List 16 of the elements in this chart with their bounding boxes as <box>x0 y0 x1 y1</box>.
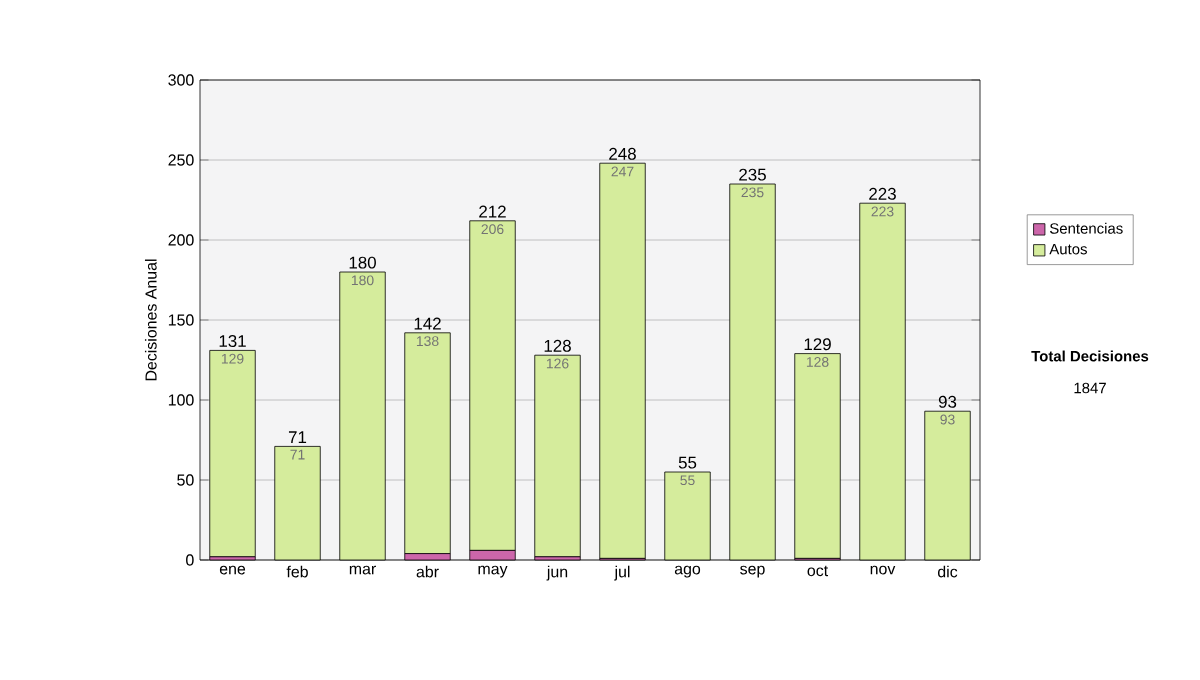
bar <box>534 354 581 558</box>
total-label: 180 <box>349 256 376 269</box>
total-label: 223 <box>869 187 896 200</box>
total-label: 71 <box>288 431 307 444</box>
bar <box>404 332 451 554</box>
total-label: 142 <box>414 317 441 330</box>
total-label: 212 <box>479 205 506 218</box>
bar <box>599 162 646 559</box>
total-label: 55 <box>678 456 697 469</box>
total-label: 235 <box>739 168 766 181</box>
total-label: 131 <box>219 335 246 347</box>
total-label: 248 <box>609 147 636 160</box>
total-label: 128 <box>544 339 571 352</box>
total-label: 129 <box>804 338 831 351</box>
bar <box>794 353 841 559</box>
total-label: 93 <box>938 395 957 408</box>
